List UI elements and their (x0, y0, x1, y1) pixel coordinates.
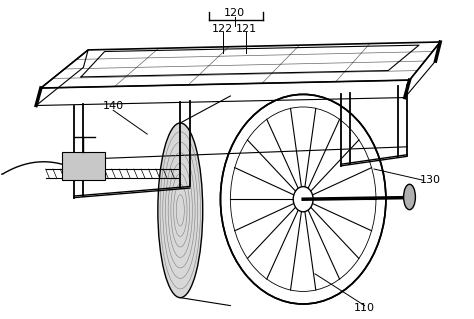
Text: 130: 130 (420, 175, 441, 185)
Ellipse shape (403, 184, 415, 210)
Ellipse shape (293, 187, 313, 212)
Ellipse shape (158, 123, 203, 298)
Text: 110: 110 (354, 303, 375, 313)
Text: 122: 122 (212, 24, 234, 34)
Text: 120: 120 (224, 8, 245, 19)
FancyBboxPatch shape (62, 152, 105, 180)
Text: 140: 140 (102, 100, 124, 110)
Ellipse shape (220, 94, 386, 304)
Text: 121: 121 (236, 24, 257, 34)
